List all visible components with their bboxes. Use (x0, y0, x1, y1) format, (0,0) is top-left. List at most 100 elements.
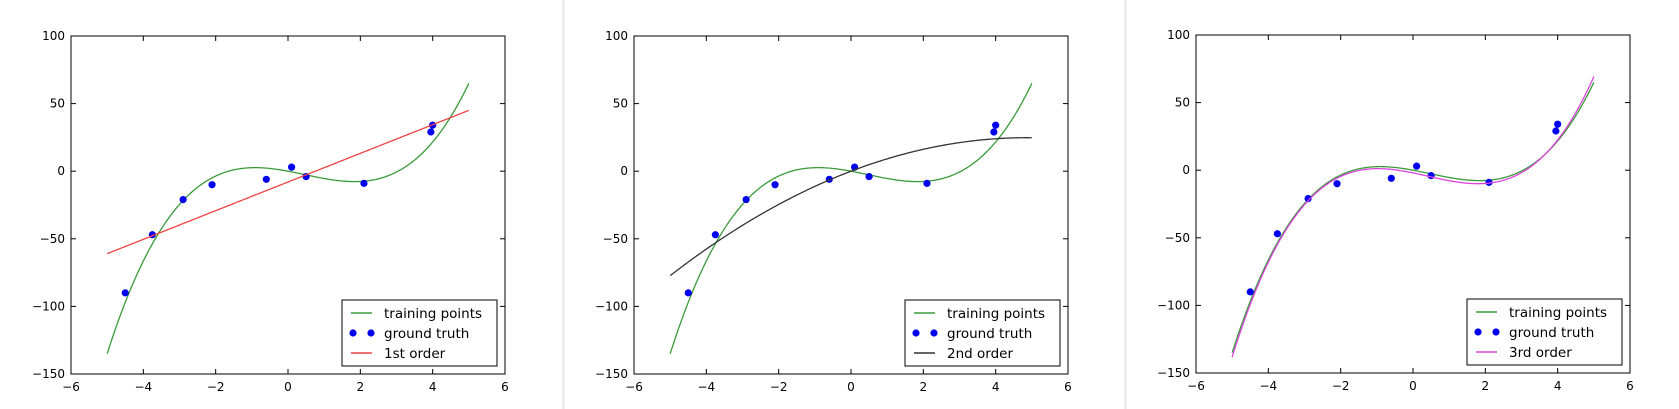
y-tick-label: 100 (1167, 28, 1190, 42)
data-point (1304, 194, 1312, 203)
data-point (1554, 120, 1562, 128)
legend-label: 1st order (384, 346, 446, 362)
y-tick-label: 0 (620, 164, 628, 178)
x-tick-label: 4 (992, 380, 1000, 394)
chart-panel: −6 −4 −2 0 2 4 6 100 50 0 −50 −100 −150 training poin… (1157, 28, 1634, 393)
series-line (669, 137, 1032, 277)
data-point (1485, 178, 1493, 186)
x-tick-label: −2 (1332, 379, 1350, 393)
x-tick-label: −4 (1259, 379, 1277, 393)
x-tick-label: −6 (1187, 379, 1205, 393)
legend-marker (367, 329, 375, 337)
panel-separator (1124, 0, 1127, 409)
series-line (1231, 76, 1595, 358)
data-point (1413, 162, 1421, 170)
data-point (865, 173, 873, 181)
data-point (179, 195, 187, 204)
chart-panel: −6 −4 −2 0 2 4 6 100 50 0 −50 −100 −150 training poin… (595, 29, 1072, 394)
x-tick-label: 0 (1409, 379, 1417, 393)
data-point (1273, 230, 1281, 238)
legend-label: training points (384, 306, 482, 322)
y-tick-label: −50 (1165, 231, 1190, 245)
legend: training points ground truth 3rd order (1466, 298, 1623, 366)
y-tick-label: 50 (613, 97, 628, 111)
x-axis: −6 −4 −2 0 2 4 6 (625, 36, 1072, 394)
legend: training points ground truth 1st order (341, 299, 498, 367)
data-point (208, 181, 216, 189)
x-tick-label: 2 (357, 380, 365, 394)
y-tick-label: −100 (595, 299, 628, 313)
x-tick-label: 4 (1554, 379, 1562, 393)
y-tick-label: 100 (42, 29, 65, 43)
x-tick-label: −6 (62, 380, 80, 394)
legend-label: ground truth (1509, 325, 1594, 341)
y-axis: 100 50 0 −50 −100 −150 (595, 29, 1068, 381)
y-tick-label: −150 (595, 367, 628, 381)
legend-label: 2nd order (947, 346, 1013, 362)
y-tick-label: −50 (40, 232, 65, 246)
legend-label: training points (947, 306, 1045, 322)
data-point (1427, 172, 1435, 180)
x-tick-label: 6 (1626, 379, 1634, 393)
axes-frame (70, 35, 506, 375)
legend-label: ground truth (947, 326, 1032, 342)
data-point (711, 231, 719, 239)
data-point (121, 289, 129, 297)
y-tick-label: −100 (32, 299, 65, 313)
data-point (923, 179, 931, 187)
y-tick-label: 0 (1182, 163, 1190, 177)
axes-frame (633, 35, 1069, 375)
data-point (990, 128, 998, 136)
y-tick-label: −50 (603, 232, 628, 246)
legend-marker (1474, 328, 1482, 336)
x-axis: −6 −4 −2 0 2 4 6 (62, 36, 509, 394)
y-axis: 100 50 0 −50 −100 −150 (1157, 28, 1630, 380)
chart-panel: −6 −4 −2 0 2 4 6 100 50 0 −50 −100 −150 training poin… (32, 29, 509, 394)
plot-area (106, 83, 470, 354)
data-point (684, 289, 692, 297)
x-tick-label: 2 (1482, 379, 1490, 393)
x-tick-label: 6 (501, 380, 509, 394)
x-tick-label: −2 (770, 380, 788, 394)
data-point (992, 121, 1000, 129)
legend-label: training points (1509, 305, 1607, 321)
y-tick-label: 50 (1175, 96, 1190, 110)
series-line (106, 109, 470, 255)
axes-frame (1195, 34, 1631, 374)
data-point (427, 128, 435, 136)
data-point (1333, 180, 1341, 188)
legend-marker (349, 329, 357, 337)
data-point (360, 179, 368, 187)
series-line (106, 83, 470, 354)
data-point (1387, 174, 1395, 182)
plot-area (669, 83, 1033, 354)
x-tick-label: −4 (134, 380, 152, 394)
data-point (288, 163, 296, 171)
data-point (1552, 127, 1560, 135)
x-tick-label: 2 (920, 380, 928, 394)
legend-label: 3rd order (1509, 345, 1572, 361)
data-point (771, 181, 779, 189)
legend-label: ground truth (384, 326, 469, 342)
plot-area (1231, 76, 1595, 358)
y-tick-label: −150 (32, 367, 65, 381)
x-tick-label: 0 (284, 380, 292, 394)
y-tick-label: −150 (1157, 366, 1190, 380)
x-tick-label: −6 (625, 380, 643, 394)
x-tick-label: −4 (697, 380, 715, 394)
y-tick-label: 50 (50, 97, 65, 111)
series-line (1231, 82, 1595, 353)
x-tick-label: 4 (429, 380, 437, 394)
x-axis: −6 −4 −2 0 2 4 6 (1187, 35, 1634, 393)
x-tick-label: 6 (1064, 380, 1072, 394)
data-point (262, 175, 270, 183)
legend: training points ground truth 2nd order (904, 299, 1061, 367)
legend-marker (912, 329, 920, 337)
y-tick-label: 100 (605, 29, 628, 43)
x-tick-label: 0 (847, 380, 855, 394)
panel-separator (562, 0, 565, 409)
legend-marker (930, 329, 938, 337)
legend-marker (1492, 328, 1500, 336)
data-point (742, 195, 750, 204)
